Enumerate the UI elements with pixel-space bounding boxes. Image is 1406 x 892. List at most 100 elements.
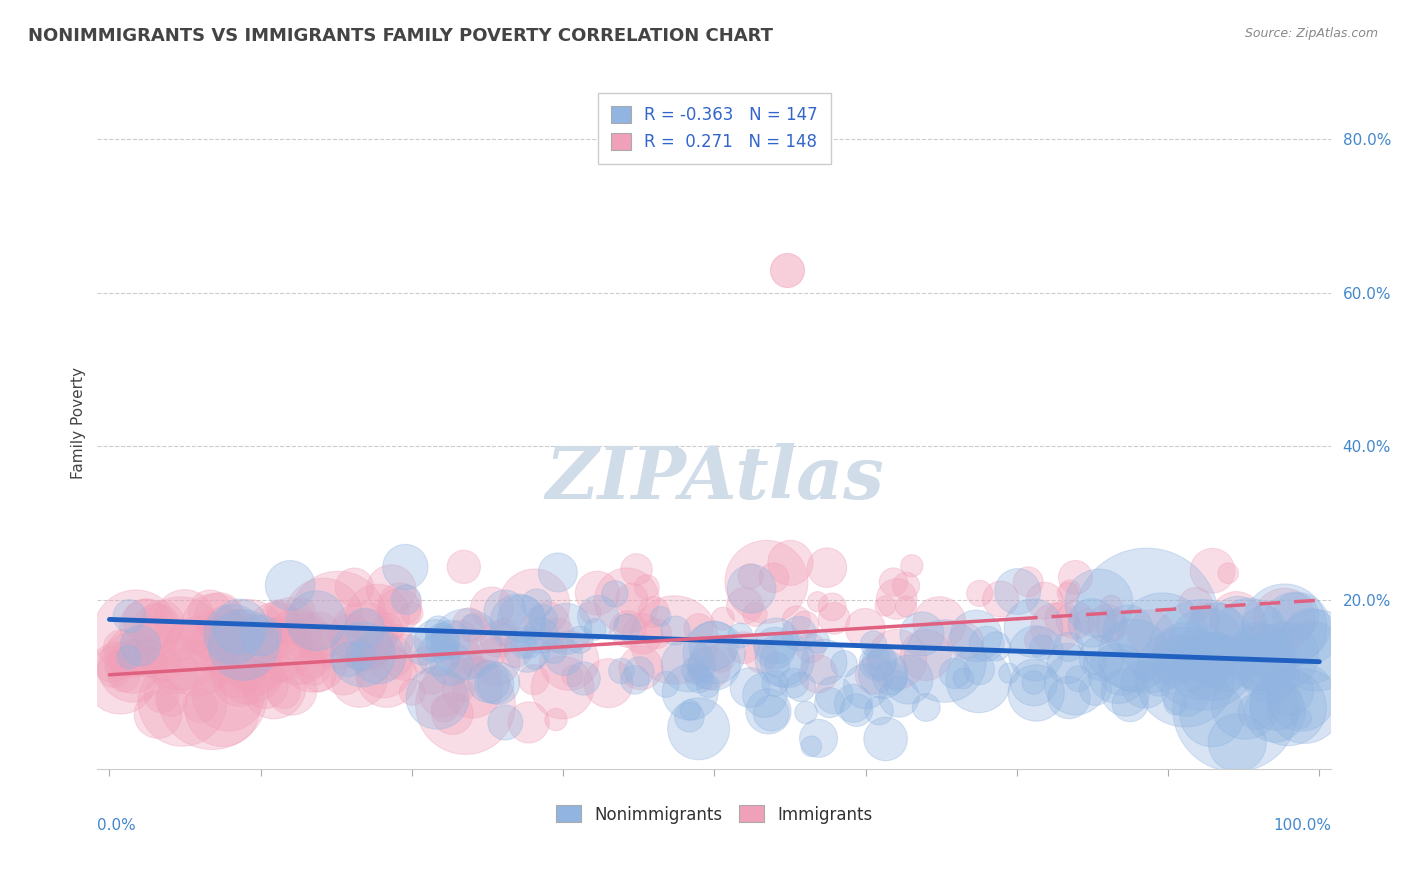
Point bbox=[198, 605, 221, 619]
Point bbox=[800, 739, 823, 754]
Point bbox=[1285, 609, 1308, 624]
Point bbox=[263, 643, 285, 657]
Point bbox=[586, 609, 609, 624]
Point bbox=[395, 592, 418, 607]
Point bbox=[785, 613, 807, 627]
Point bbox=[1205, 625, 1227, 640]
Point bbox=[1174, 670, 1197, 684]
Point bbox=[703, 657, 725, 672]
Point bbox=[172, 695, 194, 709]
Point bbox=[734, 599, 756, 613]
Point bbox=[965, 629, 987, 643]
Point bbox=[229, 619, 252, 633]
Point bbox=[761, 706, 783, 721]
Point bbox=[482, 677, 505, 691]
Point bbox=[1076, 614, 1098, 628]
Point bbox=[347, 650, 370, 665]
Point bbox=[118, 650, 141, 665]
Point bbox=[583, 623, 606, 637]
Point bbox=[388, 598, 411, 612]
Point bbox=[523, 673, 546, 687]
Point bbox=[758, 704, 780, 718]
Point bbox=[226, 622, 249, 636]
Point bbox=[703, 646, 725, 660]
Point bbox=[676, 658, 699, 673]
Point bbox=[1274, 648, 1296, 663]
Point bbox=[512, 639, 534, 653]
Point bbox=[357, 628, 380, 642]
Point bbox=[1017, 574, 1039, 589]
Point bbox=[494, 604, 516, 618]
Point bbox=[413, 654, 436, 668]
Point bbox=[454, 698, 477, 712]
Point bbox=[108, 657, 131, 672]
Point bbox=[762, 571, 785, 585]
Point bbox=[169, 636, 191, 650]
Point bbox=[664, 632, 686, 647]
Point bbox=[349, 673, 371, 687]
Point bbox=[173, 613, 195, 627]
Point bbox=[1167, 651, 1189, 665]
Point bbox=[901, 558, 924, 573]
Point bbox=[897, 673, 920, 687]
Point bbox=[1265, 697, 1288, 711]
Point bbox=[249, 672, 271, 686]
Point bbox=[967, 673, 990, 688]
Point bbox=[352, 648, 374, 662]
Point bbox=[364, 650, 387, 665]
Point bbox=[744, 607, 766, 622]
Point bbox=[461, 618, 484, 632]
Point bbox=[449, 664, 471, 678]
Point bbox=[510, 612, 533, 626]
Point bbox=[1022, 621, 1045, 635]
Point bbox=[882, 575, 904, 590]
Point bbox=[236, 632, 259, 647]
Point bbox=[440, 632, 463, 647]
Point bbox=[678, 710, 700, 724]
Point bbox=[339, 629, 361, 643]
Point bbox=[1056, 657, 1078, 671]
Point bbox=[688, 621, 710, 635]
Point bbox=[264, 623, 287, 637]
Point bbox=[990, 592, 1012, 607]
Point bbox=[1057, 640, 1080, 654]
Point bbox=[598, 676, 620, 690]
Point bbox=[135, 619, 157, 633]
Point bbox=[463, 621, 485, 635]
Point bbox=[614, 617, 637, 632]
Point bbox=[711, 612, 734, 626]
Point bbox=[869, 655, 891, 669]
Point bbox=[150, 615, 173, 630]
Point bbox=[1213, 657, 1236, 671]
Point bbox=[818, 696, 841, 710]
Point bbox=[952, 672, 974, 686]
Point bbox=[1084, 682, 1107, 697]
Point bbox=[232, 638, 254, 652]
Point bbox=[650, 609, 672, 624]
Text: 100.0%: 100.0% bbox=[1274, 818, 1331, 833]
Point bbox=[763, 676, 786, 690]
Point bbox=[886, 592, 908, 607]
Point bbox=[872, 666, 894, 681]
Point bbox=[146, 622, 169, 636]
Point bbox=[523, 597, 546, 611]
Point bbox=[343, 580, 366, 594]
Point bbox=[1254, 657, 1277, 672]
Point bbox=[461, 681, 484, 695]
Point bbox=[135, 614, 157, 628]
Point bbox=[1201, 564, 1223, 578]
Point bbox=[516, 642, 538, 657]
Point bbox=[439, 649, 461, 664]
Point bbox=[394, 650, 416, 665]
Point bbox=[543, 644, 565, 658]
Point bbox=[122, 650, 145, 665]
Point bbox=[494, 715, 516, 730]
Point bbox=[432, 635, 454, 649]
Point bbox=[776, 262, 799, 277]
Point bbox=[547, 566, 569, 580]
Point bbox=[426, 690, 449, 705]
Point bbox=[129, 639, 152, 653]
Point bbox=[120, 646, 142, 660]
Point bbox=[703, 639, 725, 653]
Point bbox=[530, 628, 553, 642]
